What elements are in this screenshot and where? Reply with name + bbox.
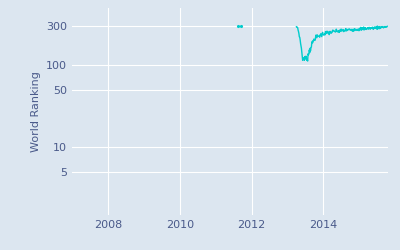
Y-axis label: World Ranking: World Ranking bbox=[30, 71, 40, 152]
